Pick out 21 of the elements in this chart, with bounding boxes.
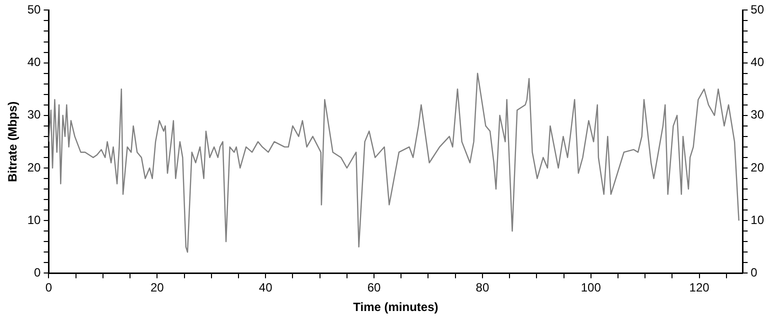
x-axis-title: Time (minutes) xyxy=(353,300,438,314)
x-tick-label: 100 xyxy=(580,280,602,295)
x-tick-label: 60 xyxy=(367,280,382,295)
x-tick-label: 120 xyxy=(689,280,710,295)
y-tick-label: 40 xyxy=(27,55,42,70)
y2-tick-label: 10 xyxy=(750,212,764,227)
y2-tick-label: 50 xyxy=(750,2,764,17)
y2-tick-label: 0 xyxy=(750,266,758,280)
x-tick-label: 20 xyxy=(150,280,164,295)
y-tick-label: 10 xyxy=(27,212,42,227)
y2-tick-label: 30 xyxy=(750,108,764,122)
y-tick-label: 50 xyxy=(27,2,42,17)
x-tick-label: 80 xyxy=(476,280,490,295)
y-axis-title: Bitrate (Mbps) xyxy=(6,101,20,182)
x-tick-label: 40 xyxy=(258,280,273,295)
y-tick-label: 30 xyxy=(27,108,42,122)
y-tick-label: 20 xyxy=(27,160,42,174)
y-tick-label: 0 xyxy=(34,266,42,280)
x-tick-label: 0 xyxy=(45,280,52,295)
y2-tick-label: 40 xyxy=(750,55,764,70)
y2-tick-label: 20 xyxy=(750,160,764,174)
